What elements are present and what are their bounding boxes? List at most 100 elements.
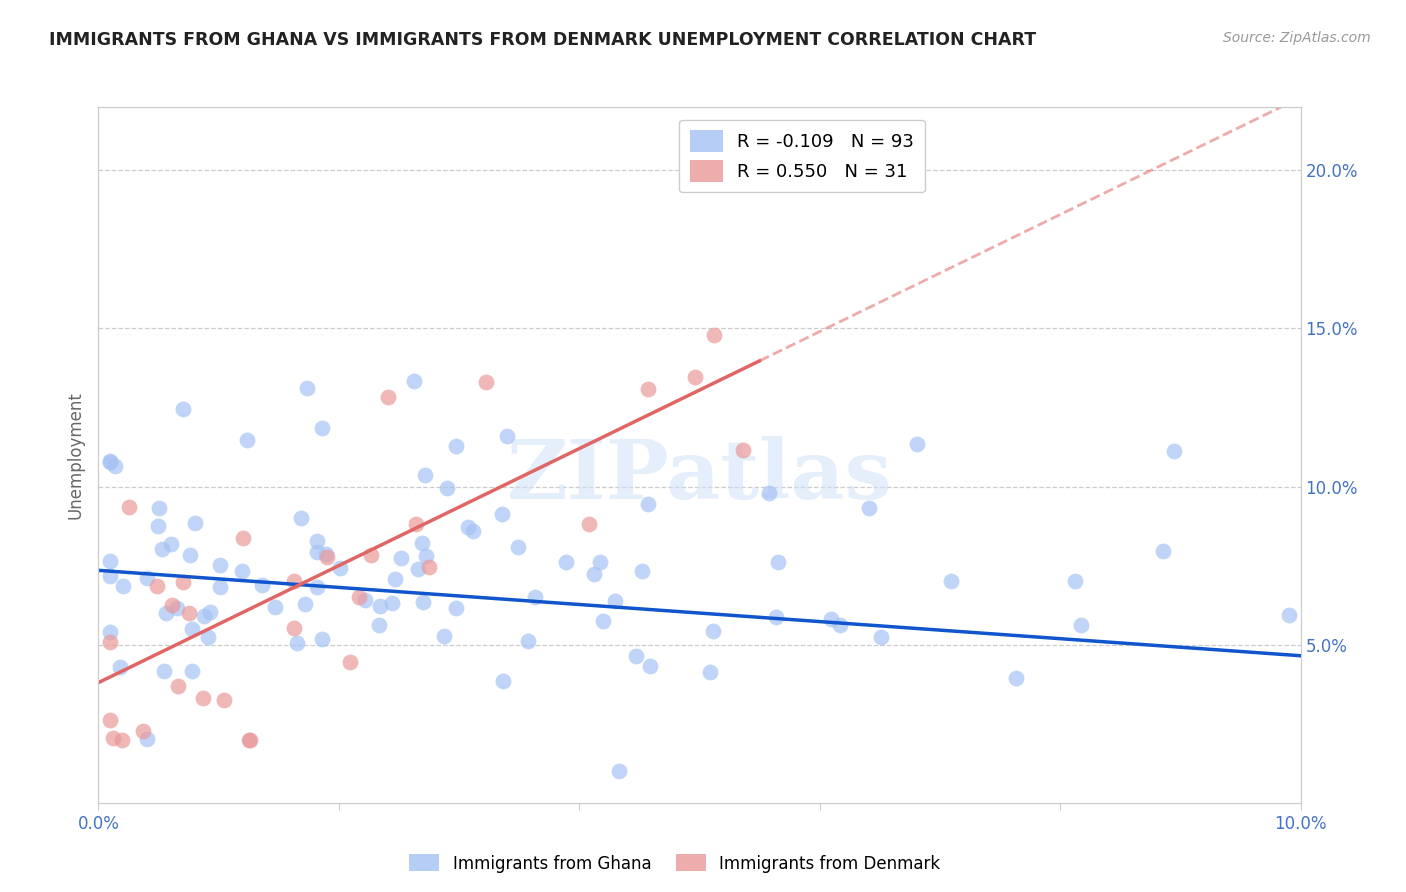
Point [702, 624, 724, 638]
Point [311, 421, 333, 435]
Point [768, 555, 790, 569]
Point [368, 618, 391, 632]
Point [389, 550, 412, 565]
Point [305, 545, 328, 559]
Point [290, 511, 312, 525]
Text: ZIPatlas: ZIPatlas [506, 436, 893, 516]
Point [432, 629, 454, 643]
Point [135, 571, 157, 585]
Point [555, 555, 578, 569]
Point [110, 732, 132, 747]
Point [208, 580, 231, 594]
Point [474, 375, 496, 389]
Point [100, 624, 122, 639]
Point [311, 632, 333, 647]
Point [166, 600, 188, 615]
Point [353, 593, 375, 607]
Point [236, 434, 259, 448]
Point [100, 569, 122, 583]
Point [232, 531, 254, 545]
Point [699, 665, 721, 679]
Point [305, 534, 328, 549]
Point [160, 599, 183, 613]
Point [463, 524, 485, 538]
Point [315, 547, 337, 561]
Point [100, 635, 122, 649]
Point [415, 549, 437, 563]
Point [436, 481, 458, 495]
Point [582, 567, 605, 582]
Point [152, 664, 174, 678]
Point [172, 574, 194, 589]
Point [1064, 574, 1087, 588]
Point [172, 401, 194, 416]
Point [112, 579, 135, 593]
Point [381, 596, 404, 610]
Point [491, 673, 513, 688]
Text: IMMIGRANTS FROM GHANA VS IMMIGRANTS FROM DENMARK UNEMPLOYMENT CORRELATION CHART: IMMIGRANTS FROM GHANA VS IMMIGRANTS FROM… [49, 31, 1036, 49]
Point [858, 500, 880, 515]
Point [118, 500, 141, 515]
Point [347, 591, 370, 605]
Point [108, 660, 131, 674]
Point [160, 537, 183, 551]
Point [765, 609, 787, 624]
Point [820, 612, 842, 626]
Point [100, 713, 122, 727]
Point [524, 591, 547, 605]
Point [193, 609, 215, 624]
Point [146, 518, 169, 533]
Point [624, 648, 647, 663]
Legend: Immigrants from Ghana, Immigrants from Denmark: Immigrants from Ghana, Immigrants from D… [402, 847, 948, 880]
Point [830, 618, 852, 632]
Point [212, 693, 235, 707]
Point [285, 636, 308, 650]
Point [444, 439, 467, 453]
Point [208, 558, 231, 572]
Point [603, 593, 626, 607]
Point [588, 555, 610, 569]
Point [905, 437, 928, 451]
Point [264, 599, 287, 614]
Text: Source: ZipAtlas.com: Source: ZipAtlas.com [1223, 31, 1371, 45]
Point [418, 559, 440, 574]
Point [683, 370, 706, 384]
Point [444, 600, 467, 615]
Point [377, 390, 399, 404]
Point [238, 732, 260, 747]
Point [491, 507, 513, 521]
Point [155, 606, 177, 620]
Point [100, 454, 122, 468]
Point [939, 574, 962, 589]
Point [638, 659, 661, 673]
Y-axis label: Unemployment: Unemployment [66, 391, 84, 519]
Point [607, 764, 630, 779]
Point [384, 573, 406, 587]
Point [295, 381, 318, 395]
Point [167, 679, 190, 693]
Point [637, 497, 659, 511]
Point [406, 561, 429, 575]
Point [181, 664, 204, 678]
Point [198, 605, 221, 619]
Point [148, 501, 170, 516]
Point [307, 580, 329, 594]
Point [758, 486, 780, 500]
Point [180, 623, 202, 637]
Point [179, 549, 201, 563]
Point [252, 578, 274, 592]
Point [131, 724, 153, 739]
Point [578, 516, 600, 531]
Point [1070, 618, 1092, 632]
Point [413, 467, 436, 482]
Point [360, 548, 382, 562]
Point [101, 731, 124, 745]
Point [1163, 444, 1185, 458]
Point [517, 634, 540, 648]
Point [495, 429, 517, 443]
Point [339, 656, 361, 670]
Point [703, 327, 725, 342]
Point [1152, 543, 1174, 558]
Point [506, 540, 529, 554]
Point [402, 374, 425, 388]
